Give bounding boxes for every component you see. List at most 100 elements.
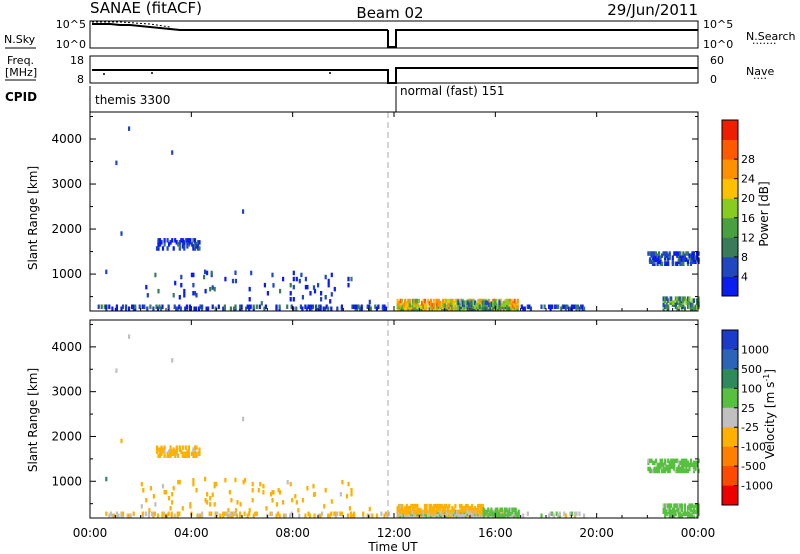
noise-left-tick-bottom: 10^0 (56, 38, 86, 51)
range-cell (359, 306, 362, 311)
range-cell (656, 253, 659, 258)
range-cell (223, 304, 226, 309)
range-cell (158, 242, 162, 247)
range-cell (304, 276, 307, 282)
nave-dots: ···· (753, 72, 767, 85)
range-cell (347, 282, 350, 288)
range-cell (674, 251, 677, 256)
range-cell (548, 513, 551, 518)
range-cell (458, 302, 462, 308)
range-cell (665, 302, 668, 307)
range-cell (443, 302, 446, 308)
range-cell (656, 462, 659, 468)
range-cell (520, 304, 523, 309)
range-cell (196, 244, 200, 249)
range-cell (460, 298, 463, 304)
range-cell (437, 298, 440, 304)
range-cell (158, 238, 162, 243)
range-cell (346, 513, 350, 518)
range-cell (489, 306, 492, 311)
velocity-colorbar: 1000 500 100 25 -25 -100 -500 -1000 (721, 329, 773, 506)
freq-right-tick-top: 60 (710, 54, 724, 67)
range-cell (466, 300, 469, 305)
range-cell (662, 468, 665, 474)
range-cell (696, 251, 699, 256)
range-cell (463, 300, 466, 305)
range-cell (563, 304, 566, 309)
range-cell (248, 508, 251, 513)
range-cell (665, 296, 668, 301)
velocity-color-swatch (722, 427, 738, 447)
range-cell (510, 507, 513, 512)
range-cell (193, 242, 197, 247)
range-cell (324, 295, 327, 300)
range-cell (100, 304, 103, 309)
range-cell (308, 304, 312, 309)
range-cell (691, 259, 694, 264)
range-cell (697, 507, 700, 512)
range-cell (177, 242, 180, 247)
range-cell (398, 503, 401, 509)
range-cell (526, 304, 529, 309)
range-cell (671, 507, 674, 512)
range-cell (313, 513, 316, 518)
range-cell (659, 464, 662, 470)
range-cell (195, 488, 198, 493)
range-cell (573, 304, 577, 309)
range-cell (289, 297, 292, 302)
range-cell (121, 304, 125, 309)
range-cell (298, 278, 301, 284)
range-cell (353, 304, 356, 309)
range-cell (289, 481, 292, 487)
range-cell (350, 488, 353, 493)
range-cell (255, 304, 258, 309)
range-cell (240, 304, 243, 309)
range-cell (509, 302, 512, 308)
range-cell (156, 306, 160, 311)
range-cell (180, 274, 183, 280)
range-cell (161, 246, 165, 251)
range-cell (413, 507, 416, 513)
range-cell (454, 298, 457, 304)
range-cell (679, 466, 682, 472)
range-cell (516, 511, 519, 516)
range-cell (679, 257, 682, 262)
range-cell (664, 458, 667, 464)
range-cell (455, 298, 458, 304)
y-tick-label: 3000 (51, 385, 82, 399)
range-cell (177, 479, 180, 485)
range-cell (186, 238, 189, 243)
range-cell (308, 513, 312, 518)
range-cell (263, 306, 266, 311)
range-cell (362, 511, 365, 516)
freq-left-tick-bottom: 8 (77, 73, 84, 86)
range-cell (543, 304, 546, 309)
range-cell (575, 511, 578, 516)
range-cell (174, 453, 177, 458)
range-cell (496, 507, 499, 512)
noise-search-dots: ······· (752, 37, 776, 50)
range-cell (190, 242, 193, 247)
range-cell (680, 458, 683, 464)
range-cell (209, 286, 212, 292)
range-cell (445, 298, 448, 304)
range-cell (685, 251, 688, 256)
power-colorbar-label: Power [dB] (757, 181, 771, 246)
range-cell (466, 306, 469, 311)
x-tick-label: 00:00 (73, 526, 108, 540)
range-cell (217, 304, 220, 309)
range-cell (664, 251, 667, 256)
range-cell (677, 503, 680, 508)
range-cell (499, 298, 503, 304)
range-cell (318, 513, 321, 518)
range-cell (507, 509, 510, 514)
range-cell (671, 259, 674, 264)
range-cell (248, 304, 251, 309)
range-cell (490, 511, 493, 516)
range-cell (437, 302, 440, 308)
range-cell (516, 298, 519, 304)
range-cell (683, 468, 686, 474)
range-cell (330, 272, 333, 278)
range-cell (322, 306, 325, 311)
range-cell (160, 445, 163, 450)
